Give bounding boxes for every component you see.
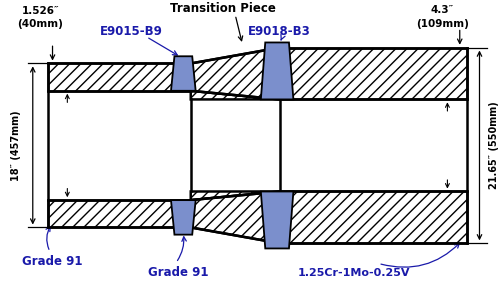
Text: (40mm): (40mm) bbox=[17, 19, 63, 29]
Polygon shape bbox=[190, 191, 280, 243]
Text: 4.3″: 4.3″ bbox=[431, 5, 454, 14]
Polygon shape bbox=[280, 48, 467, 99]
Text: 1.25Cr-1Mo-0.25V: 1.25Cr-1Mo-0.25V bbox=[298, 269, 410, 278]
Polygon shape bbox=[48, 64, 191, 91]
Text: Transition Piece: Transition Piece bbox=[170, 2, 276, 15]
Polygon shape bbox=[261, 191, 294, 249]
Polygon shape bbox=[190, 191, 280, 200]
Polygon shape bbox=[190, 91, 280, 99]
Text: 21.65″ (550mm): 21.65″ (550mm) bbox=[490, 102, 500, 189]
Polygon shape bbox=[48, 200, 191, 227]
Polygon shape bbox=[171, 200, 196, 235]
Polygon shape bbox=[261, 42, 294, 99]
Polygon shape bbox=[190, 48, 280, 99]
Polygon shape bbox=[171, 56, 196, 91]
Text: Grade 91: Grade 91 bbox=[22, 255, 83, 269]
Text: E9015-B9: E9015-B9 bbox=[100, 25, 163, 38]
Text: E9018-B3: E9018-B3 bbox=[248, 25, 311, 38]
Text: 18″ (457mm): 18″ (457mm) bbox=[10, 110, 20, 181]
Text: Grade 91: Grade 91 bbox=[148, 266, 208, 278]
Polygon shape bbox=[280, 191, 467, 243]
Text: 1.526″: 1.526″ bbox=[22, 6, 59, 16]
Text: (109mm): (109mm) bbox=[416, 19, 469, 29]
